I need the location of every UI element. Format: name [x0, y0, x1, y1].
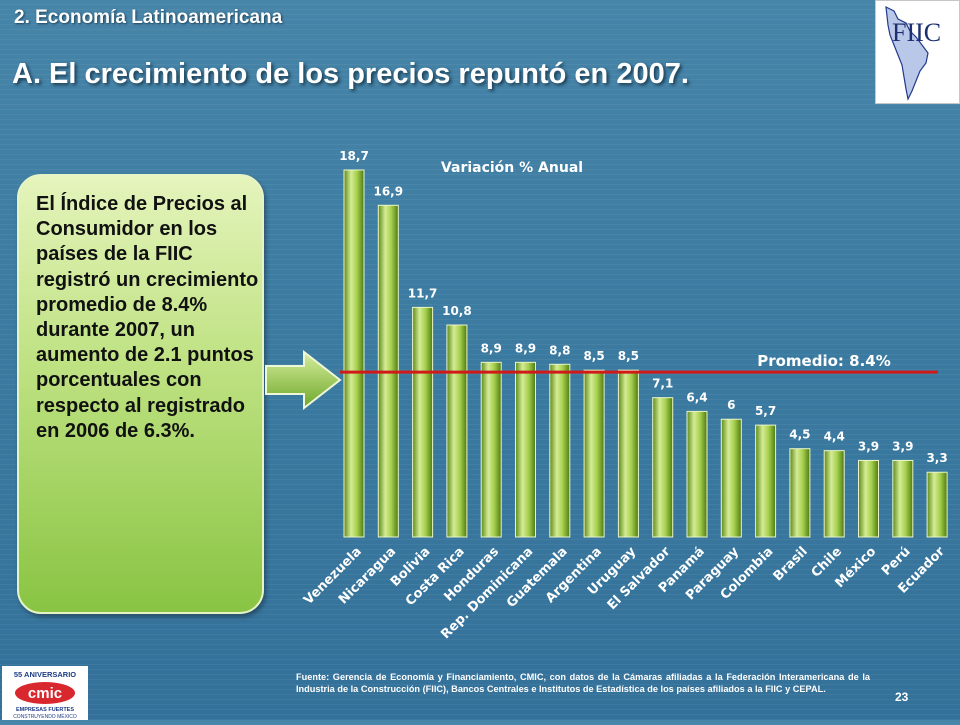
fiic-logo-text: FIIC — [892, 18, 941, 47]
data-label: 8,5 — [583, 349, 604, 363]
average-label: Promedio: 8.4% — [757, 352, 891, 370]
data-label: 11,7 — [408, 286, 438, 300]
data-label: 16,9 — [373, 184, 403, 198]
bar-venezuela — [343, 169, 365, 538]
data-label: 10,8 — [442, 304, 472, 318]
bar-bolivia — [412, 306, 434, 538]
category-label: Brasil — [771, 544, 811, 584]
chart-title: Variación % Anual — [441, 160, 583, 176]
data-label: 4,5 — [789, 428, 810, 442]
cmic-logo-graphic: 55 ANIVERSARIO cmic EMPRESAS FUERTES CON… — [13, 670, 77, 720]
cmic-logo-bottom1: EMPRESAS FUERTES — [16, 707, 74, 713]
page-title: A. El crecimiento de los precios repuntó… — [12, 58, 689, 90]
data-label: 8,9 — [515, 341, 536, 355]
cmic-logo-bottom2: CONSTRUYENDO MÉXICO — [13, 713, 77, 720]
bar-honduras — [480, 361, 502, 538]
bar-guatemala — [549, 363, 571, 538]
data-label: 5,7 — [755, 404, 776, 418]
bar-brasil — [789, 448, 811, 538]
bar-argentina — [583, 369, 605, 538]
bar-m-xico — [858, 459, 879, 538]
data-label: 6 — [727, 398, 735, 412]
data-label: 8,8 — [549, 343, 570, 357]
cmic-logo: 55 ANIVERSARIO cmic EMPRESAS FUERTES CON… — [2, 666, 88, 720]
bar-chile — [823, 450, 845, 538]
data-label: 3,9 — [858, 439, 879, 453]
fiic-logo: FIIC — [875, 0, 960, 104]
data-label: 7,1 — [652, 377, 673, 391]
data-label: 6,4 — [686, 390, 707, 404]
bar-per- — [892, 459, 914, 538]
data-label: 18,7 — [339, 149, 369, 163]
cmic-logo-top: 55 ANIVERSARIO — [14, 670, 76, 679]
bar-paraguay — [720, 418, 742, 538]
bar-colombia — [755, 424, 777, 538]
data-label: 4,4 — [824, 430, 845, 444]
summary-text: El Índice de Precios al Consumidor en lo… — [36, 193, 259, 442]
source-footnote: Fuente: Gerencia de Economía y Financiam… — [296, 672, 870, 694]
summary-box — [17, 174, 264, 614]
data-label: 8,9 — [481, 341, 502, 355]
page-number: 23 — [895, 690, 909, 704]
data-label: 8,5 — [618, 349, 639, 363]
arrow-right-icon — [265, 350, 342, 410]
bar-rep-dominicana — [515, 361, 536, 538]
data-label: 3,9 — [892, 439, 913, 453]
bar-uruguay — [617, 369, 639, 538]
cmic-logo-name: cmic — [28, 685, 62, 702]
bar-el-salvador — [652, 397, 674, 538]
bar-ecuador — [926, 471, 948, 538]
fiic-logo-graphic: FIIC — [885, 5, 941, 101]
data-label: 3,3 — [926, 451, 947, 465]
bar-panam- — [686, 410, 708, 538]
section-title: 2. Economía Latinoamericana — [14, 7, 283, 28]
bar-costa-rica — [446, 324, 468, 538]
